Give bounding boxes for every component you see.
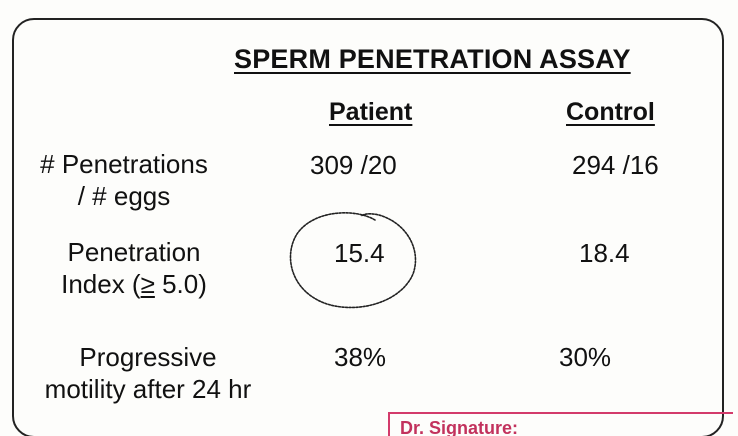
penetrations-control-value: 294 /16 xyxy=(572,150,659,180)
motility-label-line2: motility after 24 hr xyxy=(44,374,252,404)
greater-equal-symbol: ≥ xyxy=(140,269,155,299)
motility-patient-value: 38% xyxy=(334,342,387,372)
signature-stamp-label: Dr. Signature: xyxy=(400,418,519,436)
penetrations-label-line1: # Penetrations xyxy=(40,149,208,179)
penetration-index-label-line2: Index (≥ 5.0) xyxy=(36,268,232,300)
penetration-index-control-value: 18.4 xyxy=(579,238,630,268)
penetration-index-label-suffix: 5.0) xyxy=(154,269,207,299)
motility-label-line1: Progressive xyxy=(79,342,217,372)
motility-control-value: 30% xyxy=(559,342,612,372)
control-column-header: Control xyxy=(566,98,655,126)
penetration-index-label-line1: Penetration xyxy=(67,237,201,267)
penetration-index-row-label: Penetration Index (≥ 5.0) xyxy=(36,236,232,300)
penetration-index-patient-value: 15.4 xyxy=(334,238,385,268)
penetration-index-label-prefix: Index ( xyxy=(61,269,141,299)
assay-title: SPERM PENETRATION ASSAY xyxy=(234,44,631,74)
patient-column-header: Patient xyxy=(329,98,413,126)
penetrations-patient-value: 309 /20 xyxy=(310,150,397,180)
signature-stamp: Dr. Signature: xyxy=(388,412,733,436)
penetrations-label-line2: / # eggs xyxy=(77,181,171,211)
assay-card xyxy=(12,18,724,436)
motility-row-label: Progressive motility after 24 hr xyxy=(20,341,276,405)
penetrations-row-label: # Penetrations / # eggs xyxy=(24,148,224,212)
